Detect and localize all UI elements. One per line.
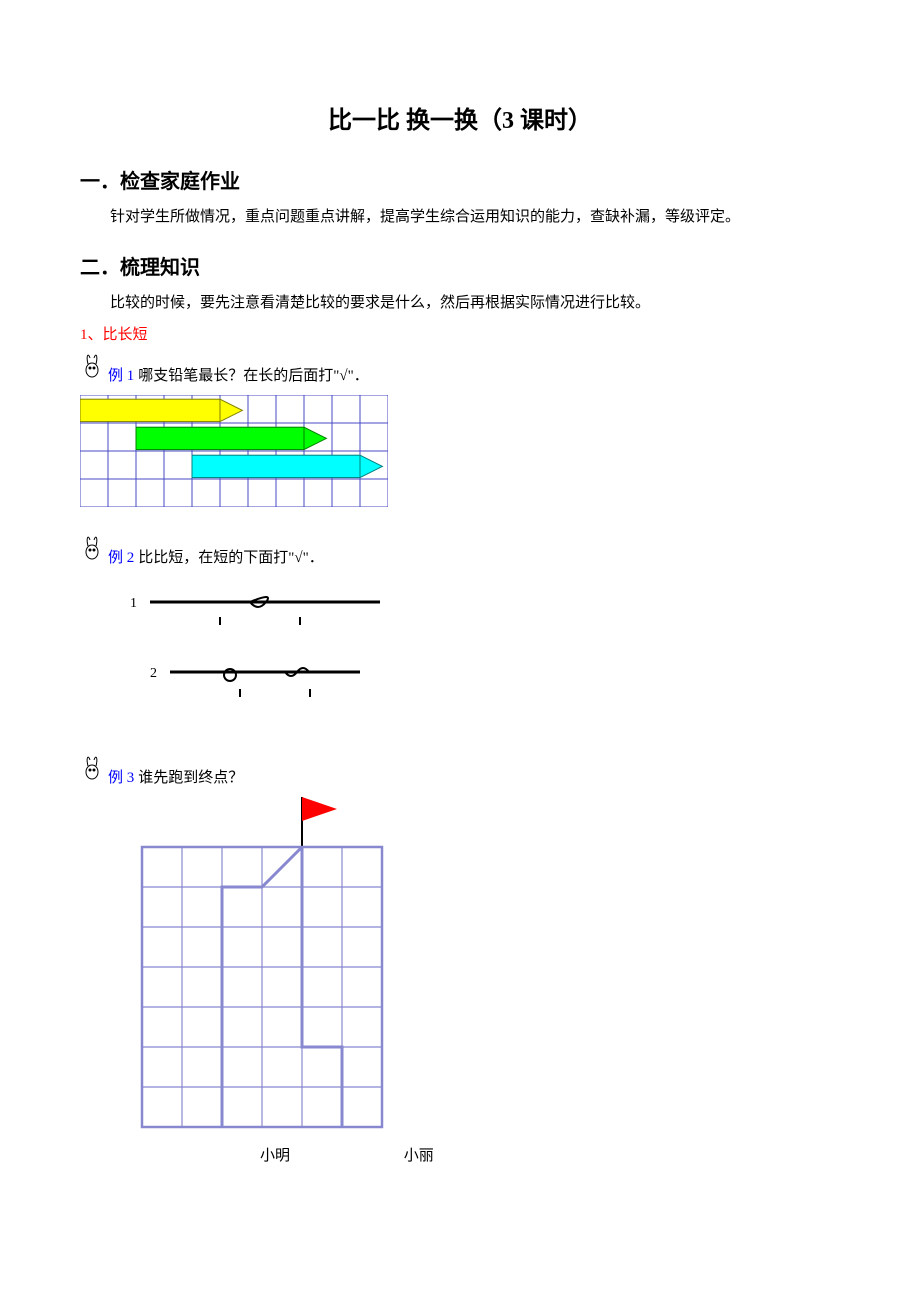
race-grid [140, 797, 384, 1131]
svg-text:1: 1 [130, 596, 137, 611]
example2-line: 例 2 比比短，在短的下面打"√"． [80, 532, 840, 567]
example1-text: 哪支铅笔最长？在长的后面打"√"． [138, 364, 368, 385]
runner-left-label: 小明 [260, 1144, 290, 1165]
runner-right-label: 小丽 [404, 1144, 434, 1165]
example3-line: 例 3 谁先跑到终点？ [80, 752, 840, 787]
example2-text: 比比短，在短的下面打"√"． [138, 546, 323, 567]
example1-figure [80, 395, 840, 512]
example1-label: 例 1 [108, 364, 134, 385]
example3-figure: 小明 小丽 [140, 797, 840, 1165]
example3-text: 谁先跑到终点？ [138, 766, 243, 787]
rabbit-icon [80, 532, 104, 567]
svg-text:2: 2 [150, 666, 157, 681]
section2-body: 比较的时候，要先注意看清楚比较的要求是什么，然后再根据实际情况进行比较。 [80, 290, 840, 317]
rabbit-icon [80, 350, 104, 385]
pencils-chart [80, 395, 388, 507]
section2-subheading: 1、比长短 [80, 323, 840, 344]
example1-line: 例 1 哪支铅笔最长？在长的后面打"√"． [80, 350, 840, 385]
example3-label: 例 3 [108, 766, 134, 787]
example2-figure: 12 [120, 577, 840, 732]
section1-body: 针对学生所做情况，重点问题重点讲解，提高学生综合运用知识的能力，查缺补漏，等级评… [80, 204, 840, 231]
runner-labels: 小明 小丽 [140, 1144, 840, 1165]
rabbit-icon [80, 752, 104, 787]
section1-heading: 一．检查家庭作业 [80, 165, 840, 194]
section2-heading: 二．梳理知识 [80, 251, 840, 280]
example2-label: 例 2 [108, 546, 134, 567]
page-title: 比一比 换一换（3 课时） [80, 100, 840, 135]
page: 比一比 换一换（3 课时） 一．检查家庭作业 针对学生所做情况，重点问题重点讲解… [0, 0, 920, 1225]
compare-short-illustration: 12 [120, 577, 420, 727]
